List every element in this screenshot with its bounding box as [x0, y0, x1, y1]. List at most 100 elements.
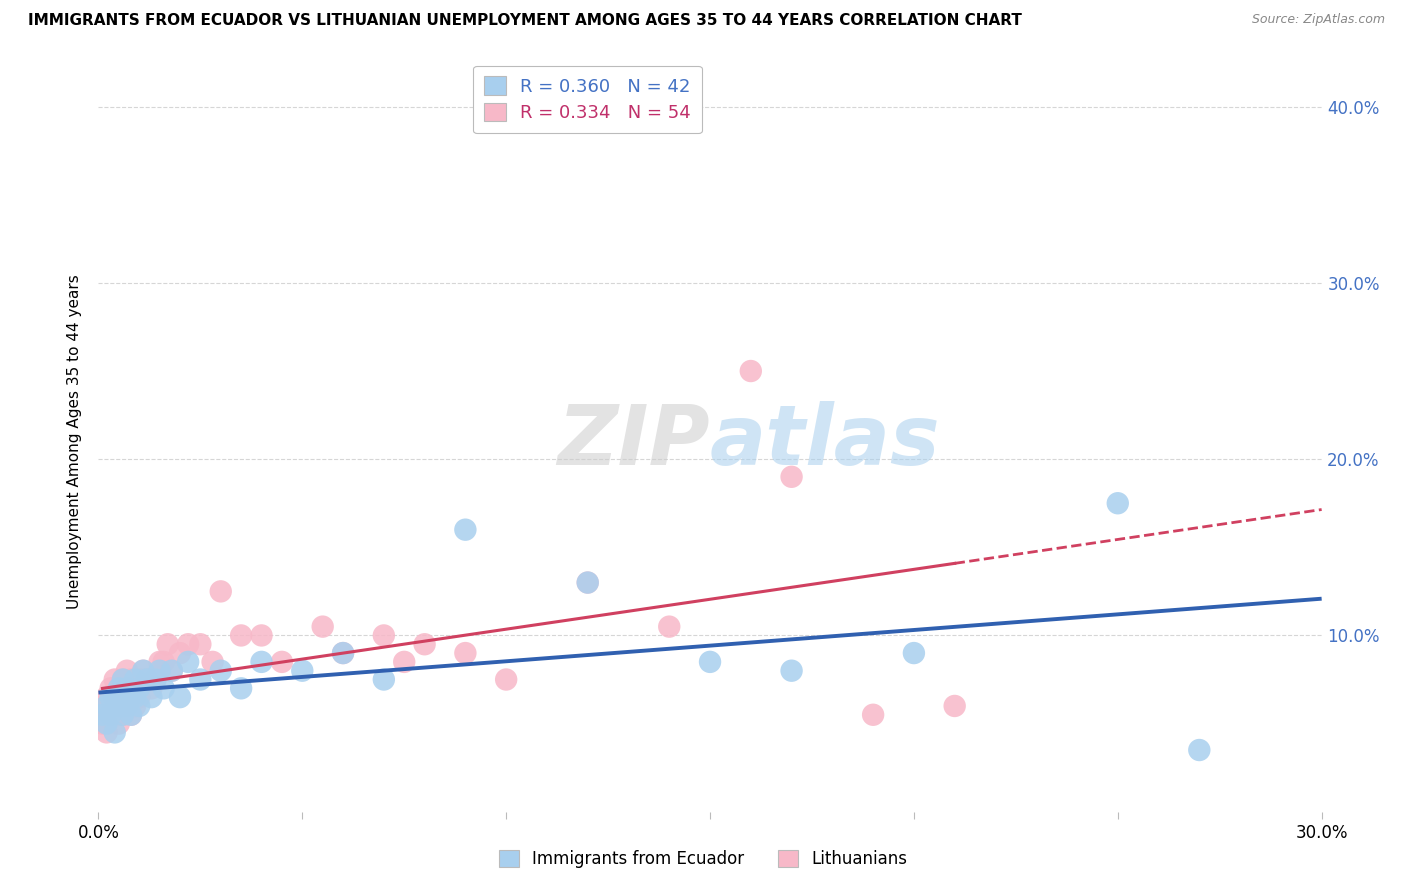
Point — [149, 655, 172, 669]
Point — [188, 673, 212, 687]
Point — [115, 681, 138, 696]
Point — [111, 673, 134, 687]
Point — [332, 646, 354, 660]
Point — [91, 707, 114, 722]
Point — [120, 690, 142, 705]
Point — [169, 690, 191, 705]
Point — [576, 575, 599, 590]
Point — [111, 690, 134, 705]
Point — [943, 698, 966, 713]
Point — [454, 646, 477, 660]
Text: atlas: atlas — [710, 401, 941, 482]
Point — [100, 690, 122, 705]
Text: Source: ZipAtlas.com: Source: ZipAtlas.com — [1251, 13, 1385, 27]
Point — [373, 628, 395, 642]
Point — [156, 637, 179, 651]
Point — [231, 681, 253, 696]
Point — [136, 673, 159, 687]
Point — [780, 664, 803, 678]
Point — [128, 673, 150, 687]
Point — [145, 673, 167, 687]
Point — [100, 681, 122, 696]
Point — [152, 655, 174, 669]
Point — [291, 664, 314, 678]
Point — [104, 707, 127, 722]
Point — [145, 673, 167, 687]
Point — [120, 690, 142, 705]
Point — [658, 619, 681, 633]
Point — [111, 673, 134, 687]
Point — [104, 673, 127, 687]
Point — [160, 664, 183, 678]
Point — [91, 698, 114, 713]
Point — [120, 707, 142, 722]
Point — [413, 637, 436, 651]
Point — [111, 707, 134, 722]
Point — [115, 698, 138, 713]
Point — [141, 681, 163, 696]
Point — [128, 681, 150, 696]
Point — [160, 664, 183, 678]
Point — [495, 673, 517, 687]
Point — [108, 698, 131, 713]
Point — [177, 637, 200, 651]
Point — [96, 716, 118, 731]
Point — [120, 707, 142, 722]
Point — [903, 646, 925, 660]
Point — [392, 655, 416, 669]
Point — [152, 681, 174, 696]
Point — [454, 523, 477, 537]
Point — [312, 619, 335, 633]
Point — [115, 664, 138, 678]
Point — [1188, 743, 1211, 757]
Point — [780, 470, 803, 484]
Point — [124, 673, 146, 687]
Point — [373, 673, 395, 687]
Point — [124, 681, 146, 696]
Point — [699, 655, 721, 669]
Point — [104, 690, 127, 705]
Point — [111, 707, 134, 722]
Point — [108, 698, 131, 713]
Point — [132, 664, 155, 678]
Point — [332, 646, 354, 660]
Point — [132, 664, 155, 678]
Legend: R = 0.360   N = 42, R = 0.334   N = 54: R = 0.360 N = 42, R = 0.334 N = 54 — [474, 66, 702, 133]
Point — [209, 664, 232, 678]
Text: ZIP: ZIP — [557, 401, 710, 482]
Point — [141, 690, 163, 705]
Point — [250, 655, 273, 669]
Point — [96, 690, 118, 705]
Point — [115, 681, 138, 696]
Point — [124, 698, 146, 713]
Point — [270, 655, 294, 669]
Point — [149, 664, 172, 678]
Point — [128, 698, 150, 713]
Point — [124, 690, 146, 705]
Point — [576, 575, 599, 590]
Point — [91, 716, 114, 731]
Point — [169, 646, 191, 660]
Point — [100, 707, 122, 722]
Point — [108, 716, 131, 731]
Point — [209, 584, 232, 599]
Point — [740, 364, 762, 378]
Point — [201, 655, 224, 669]
Point — [100, 698, 122, 713]
Text: IMMIGRANTS FROM ECUADOR VS LITHUANIAN UNEMPLOYMENT AMONG AGES 35 TO 44 YEARS COR: IMMIGRANTS FROM ECUADOR VS LITHUANIAN UN… — [28, 13, 1022, 29]
Point — [862, 707, 884, 722]
Point — [250, 628, 273, 642]
Point — [108, 681, 131, 696]
Point — [120, 673, 142, 687]
Point — [128, 690, 150, 705]
Point — [136, 673, 159, 687]
Point — [108, 681, 131, 696]
Point — [96, 698, 118, 713]
Point — [96, 725, 118, 739]
Point — [104, 690, 127, 705]
Y-axis label: Unemployment Among Ages 35 to 44 years: Unemployment Among Ages 35 to 44 years — [67, 274, 83, 609]
Point — [188, 637, 212, 651]
Point — [104, 725, 127, 739]
Legend: Immigrants from Ecuador, Lithuanians: Immigrants from Ecuador, Lithuanians — [492, 843, 914, 875]
Point — [115, 698, 138, 713]
